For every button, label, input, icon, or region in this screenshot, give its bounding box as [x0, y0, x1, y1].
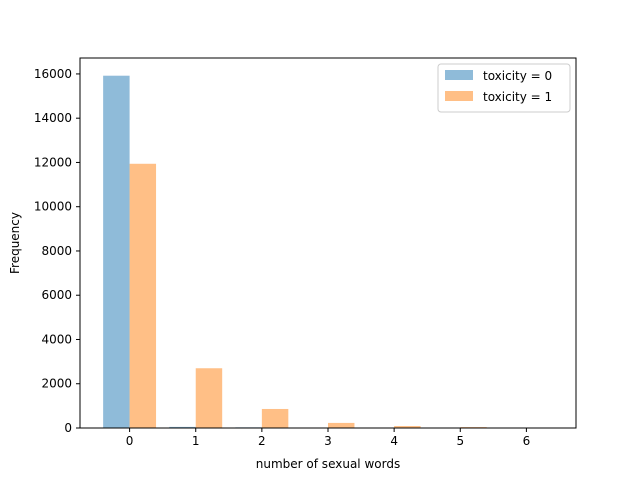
y-tick-label: 6000	[41, 288, 72, 302]
y-tick-label: 4000	[41, 332, 72, 346]
y-tick-label: 10000	[34, 200, 72, 214]
legend-entry: toxicity = 0	[483, 69, 552, 83]
legend-entry: toxicity = 1	[483, 90, 552, 104]
x-ticks: 0 1 2 3 4 5 6	[126, 428, 530, 448]
legend: toxicity = 0 toxicity = 1	[437, 63, 571, 113]
bar	[261, 408, 289, 428]
bar	[394, 426, 421, 428]
x-axis-label: number of sexual words	[256, 457, 400, 471]
x-tick-label: 5	[456, 434, 464, 448]
x-tick-label: 0	[126, 434, 134, 448]
legend-swatch	[445, 70, 473, 80]
y-axis-label: Frequency	[8, 212, 22, 274]
bar	[328, 422, 355, 428]
x-tick-label: 1	[192, 434, 200, 448]
y-tick-label: 8000	[41, 244, 72, 258]
y-ticks: 0 2000 4000 6000 8000 10000 12000 14000 16000	[34, 67, 80, 435]
bar	[169, 426, 196, 428]
legend-swatch	[445, 91, 473, 101]
bar	[103, 75, 130, 429]
plot-frame	[79, 57, 577, 429]
x-tick-label: 3	[324, 434, 332, 448]
x-tick-label: 2	[258, 434, 266, 448]
y-tick-label: 2000	[41, 377, 72, 391]
y-tick-label: 0	[64, 421, 72, 435]
y-tick-label: 12000	[34, 155, 72, 169]
bars-group	[103, 75, 553, 429]
y-tick-label: 16000	[34, 67, 72, 81]
bar	[129, 163, 157, 428]
y-tick-label: 14000	[34, 111, 72, 125]
bar	[195, 368, 223, 428]
x-tick-label: 6	[523, 434, 531, 448]
x-tick-label: 4	[390, 434, 398, 448]
